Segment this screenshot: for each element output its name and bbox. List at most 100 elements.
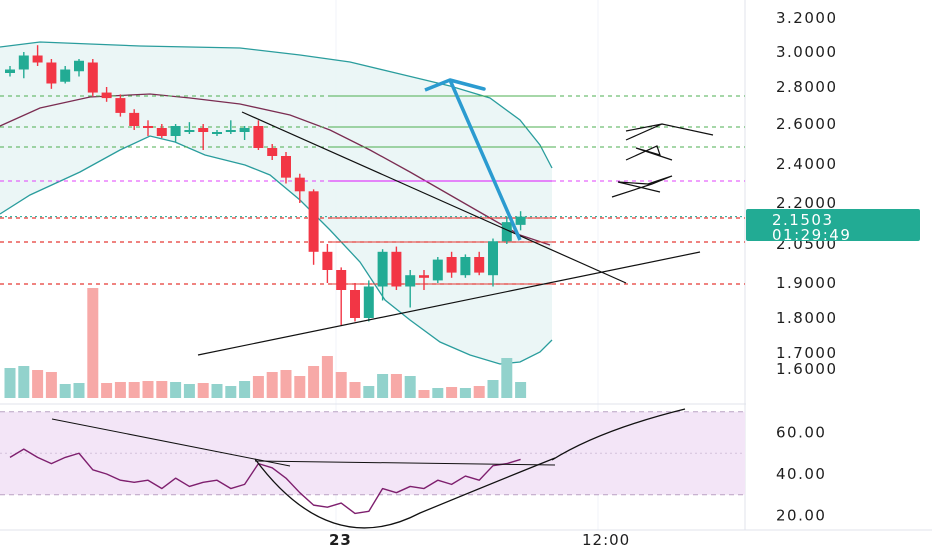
volume-bar: [239, 381, 251, 398]
candle-body: [225, 130, 236, 132]
candle-body: [115, 98, 126, 113]
volume-bar: [280, 370, 292, 398]
candle-body: [281, 156, 291, 178]
price-tick-label: 3.0000: [776, 43, 838, 61]
pitchfork-mark-1[interactable]: [625, 123, 714, 141]
rsi-curve-low: [254, 457, 556, 529]
time-tick-label: 12:00: [582, 531, 630, 549]
volume-bar: [377, 374, 389, 398]
trendline-ascending[interactable]: [197, 251, 701, 356]
candle-body: [515, 216, 526, 225]
candles: [5, 45, 526, 325]
volume-bar: [197, 383, 209, 398]
volume-bar: [515, 382, 527, 398]
volume-bar: [349, 382, 361, 398]
volume-bar: [32, 370, 44, 398]
candle-body: [212, 132, 222, 134]
current-price-label: 2.1503: [772, 211, 834, 229]
candle-body: [60, 69, 71, 82]
volume-bar: [73, 383, 85, 398]
current-price-badge-bg: [746, 209, 920, 241]
price-tick-label: 1.9000: [776, 274, 838, 292]
candle-body: [253, 126, 264, 148]
volume-bar: [225, 386, 237, 398]
volume-bar: [487, 380, 499, 398]
candle-body: [446, 257, 457, 273]
current-price-badge: 2.1503 01:29:49: [746, 209, 920, 244]
countdown-label: 01:29:49: [772, 226, 851, 244]
candle-body: [474, 257, 485, 273]
volume-bar: [114, 382, 126, 398]
rsi-axis: 60.00 40.00 20.00: [776, 424, 826, 525]
volume-bar: [404, 376, 416, 398]
price-tick-label: 2.4000: [776, 155, 838, 173]
volume-bar: [4, 368, 16, 398]
candle-body: [405, 275, 416, 287]
price-axis-bg: [746, 0, 932, 530]
candle-body: [322, 251, 333, 270]
volume-bar: [87, 288, 99, 398]
candle-body: [432, 259, 443, 281]
candle-body: [377, 251, 388, 287]
candle-body: [419, 275, 429, 278]
volume-bar: [308, 366, 320, 398]
candle-body: [18, 55, 29, 70]
pitchfork-mark-2[interactable]: [625, 145, 673, 161]
volume-bar: [266, 372, 278, 398]
candle-body: [184, 130, 195, 132]
rsi-trendline: [51, 418, 291, 467]
volume-bar: [418, 390, 430, 398]
candle-body: [5, 69, 15, 73]
candle-body: [336, 270, 347, 290]
price-tick-label: 3.2000: [776, 9, 838, 27]
volume-bar: [446, 387, 458, 398]
rsi-tick-label: 60.00: [776, 424, 826, 442]
candle-body: [267, 148, 278, 156]
volume-bar: [390, 374, 402, 398]
volume-bar: [501, 358, 513, 398]
candle-body: [143, 126, 153, 128]
volume-bar: [294, 376, 306, 398]
volume-bar: [18, 366, 30, 398]
candle-body: [239, 128, 250, 132]
volume-bar: [432, 388, 444, 398]
volume-bar: [252, 376, 264, 398]
candle-body: [294, 177, 305, 192]
time-axis: 23 12:00: [0, 529, 932, 549]
candle-body: [101, 92, 112, 99]
price-tick-label: 2.8000: [776, 78, 838, 96]
price-tick-label: 1.6000: [776, 360, 838, 378]
rsi-line: [9, 448, 521, 515]
rsi-horizontal-line: [254, 460, 556, 466]
candle-body: [87, 62, 98, 93]
volume-bar: [142, 381, 154, 398]
candle-body: [501, 222, 512, 242]
volume-bar: [321, 356, 333, 398]
volume-bar: [363, 386, 375, 398]
candle-body: [32, 55, 43, 63]
volume-bar: [473, 386, 485, 398]
price-tick-label: 2.2000: [776, 194, 838, 212]
volume-bar: [45, 372, 57, 398]
pitchfork-mark-3[interactable]: [611, 175, 673, 198]
candle-body: [350, 290, 360, 318]
candle-body: [363, 286, 374, 318]
horizontal-levels: [0, 95, 745, 285]
candle-body: [308, 191, 319, 252]
rsi-tick-label: 20.00: [776, 507, 826, 525]
blue-projection[interactable]: [424, 78, 522, 241]
price-axis: 3.20003.00002.80002.60002.40002.20002.05…: [746, 0, 932, 530]
rsi-curve-up: [551, 408, 686, 461]
candle-body: [198, 128, 209, 132]
time-tick-label: 23: [329, 531, 352, 549]
volume-bar: [128, 382, 140, 398]
price-tick-label: 2.6000: [776, 115, 838, 133]
candle-body: [460, 257, 471, 276]
candle-body: [46, 62, 57, 84]
volume-bar: [183, 384, 195, 398]
trendline-descending[interactable]: [241, 111, 627, 284]
candle-body: [391, 251, 402, 287]
candle-body: [129, 112, 140, 126]
